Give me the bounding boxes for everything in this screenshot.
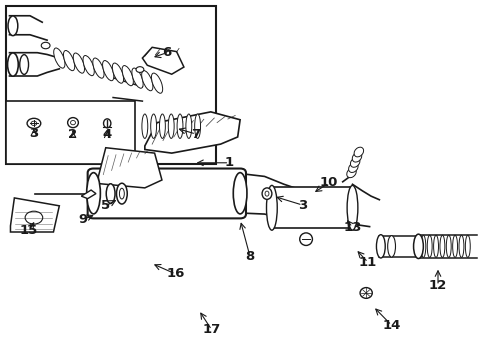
Text: 9: 9 <box>78 213 87 226</box>
Ellipse shape <box>267 185 277 230</box>
Text: 1: 1 <box>225 156 234 169</box>
Ellipse shape <box>177 114 183 138</box>
Ellipse shape <box>122 66 133 86</box>
Polygon shape <box>98 148 162 188</box>
Ellipse shape <box>440 235 445 257</box>
Ellipse shape <box>347 185 358 230</box>
Ellipse shape <box>112 63 123 83</box>
Text: 11: 11 <box>359 256 377 269</box>
Ellipse shape <box>427 235 432 257</box>
Ellipse shape <box>352 152 362 162</box>
Ellipse shape <box>64 50 74 71</box>
Ellipse shape <box>434 235 439 257</box>
Text: 13: 13 <box>343 221 362 234</box>
Ellipse shape <box>83 55 94 76</box>
Circle shape <box>41 42 50 49</box>
Ellipse shape <box>71 121 75 125</box>
Ellipse shape <box>350 158 360 167</box>
Text: 10: 10 <box>320 176 338 189</box>
FancyBboxPatch shape <box>88 168 246 219</box>
Polygon shape <box>145 112 240 153</box>
Ellipse shape <box>446 235 451 257</box>
Ellipse shape <box>68 118 78 128</box>
Ellipse shape <box>354 147 364 157</box>
Ellipse shape <box>106 184 115 203</box>
Ellipse shape <box>93 58 104 78</box>
Text: 6: 6 <box>162 46 171 59</box>
Ellipse shape <box>54 48 65 68</box>
Text: 8: 8 <box>245 249 254 262</box>
Text: 5: 5 <box>101 199 110 212</box>
Circle shape <box>31 121 37 126</box>
Ellipse shape <box>7 53 18 76</box>
Ellipse shape <box>388 235 395 257</box>
Polygon shape <box>10 198 59 232</box>
Text: 7: 7 <box>192 127 201 141</box>
Ellipse shape <box>8 16 18 36</box>
Text: 14: 14 <box>382 319 401 332</box>
Ellipse shape <box>103 119 111 128</box>
Ellipse shape <box>300 233 313 246</box>
Circle shape <box>25 211 43 224</box>
Text: 17: 17 <box>203 323 221 336</box>
Ellipse shape <box>186 114 192 138</box>
Ellipse shape <box>87 173 100 214</box>
Ellipse shape <box>414 234 423 258</box>
Ellipse shape <box>233 173 247 214</box>
Ellipse shape <box>347 168 356 178</box>
Ellipse shape <box>195 114 200 138</box>
Ellipse shape <box>102 60 114 81</box>
Text: 15: 15 <box>20 224 38 237</box>
Ellipse shape <box>132 68 143 88</box>
Circle shape <box>136 67 144 72</box>
Polygon shape <box>143 47 184 74</box>
Ellipse shape <box>265 191 269 196</box>
Ellipse shape <box>151 73 163 93</box>
Ellipse shape <box>453 235 458 257</box>
Text: 16: 16 <box>167 267 185 280</box>
Ellipse shape <box>117 183 127 204</box>
Ellipse shape <box>142 71 153 91</box>
Ellipse shape <box>168 114 174 138</box>
Ellipse shape <box>376 235 385 258</box>
Ellipse shape <box>421 235 426 257</box>
Ellipse shape <box>466 235 470 257</box>
Text: 12: 12 <box>429 279 447 292</box>
Ellipse shape <box>262 188 272 199</box>
Bar <box>5 6 216 164</box>
Ellipse shape <box>120 188 124 199</box>
Text: 3: 3 <box>29 127 39 140</box>
Polygon shape <box>81 190 96 199</box>
Ellipse shape <box>142 114 148 138</box>
Text: 2: 2 <box>69 127 77 141</box>
Ellipse shape <box>360 288 372 298</box>
Text: 3: 3 <box>298 199 307 212</box>
Circle shape <box>27 118 41 129</box>
Text: 4: 4 <box>102 127 112 141</box>
Ellipse shape <box>151 114 157 138</box>
Bar <box>272 187 352 228</box>
Ellipse shape <box>459 235 464 257</box>
Bar <box>5 101 135 164</box>
Ellipse shape <box>20 55 28 75</box>
Ellipse shape <box>348 163 358 172</box>
Ellipse shape <box>74 53 84 73</box>
Ellipse shape <box>159 114 165 138</box>
